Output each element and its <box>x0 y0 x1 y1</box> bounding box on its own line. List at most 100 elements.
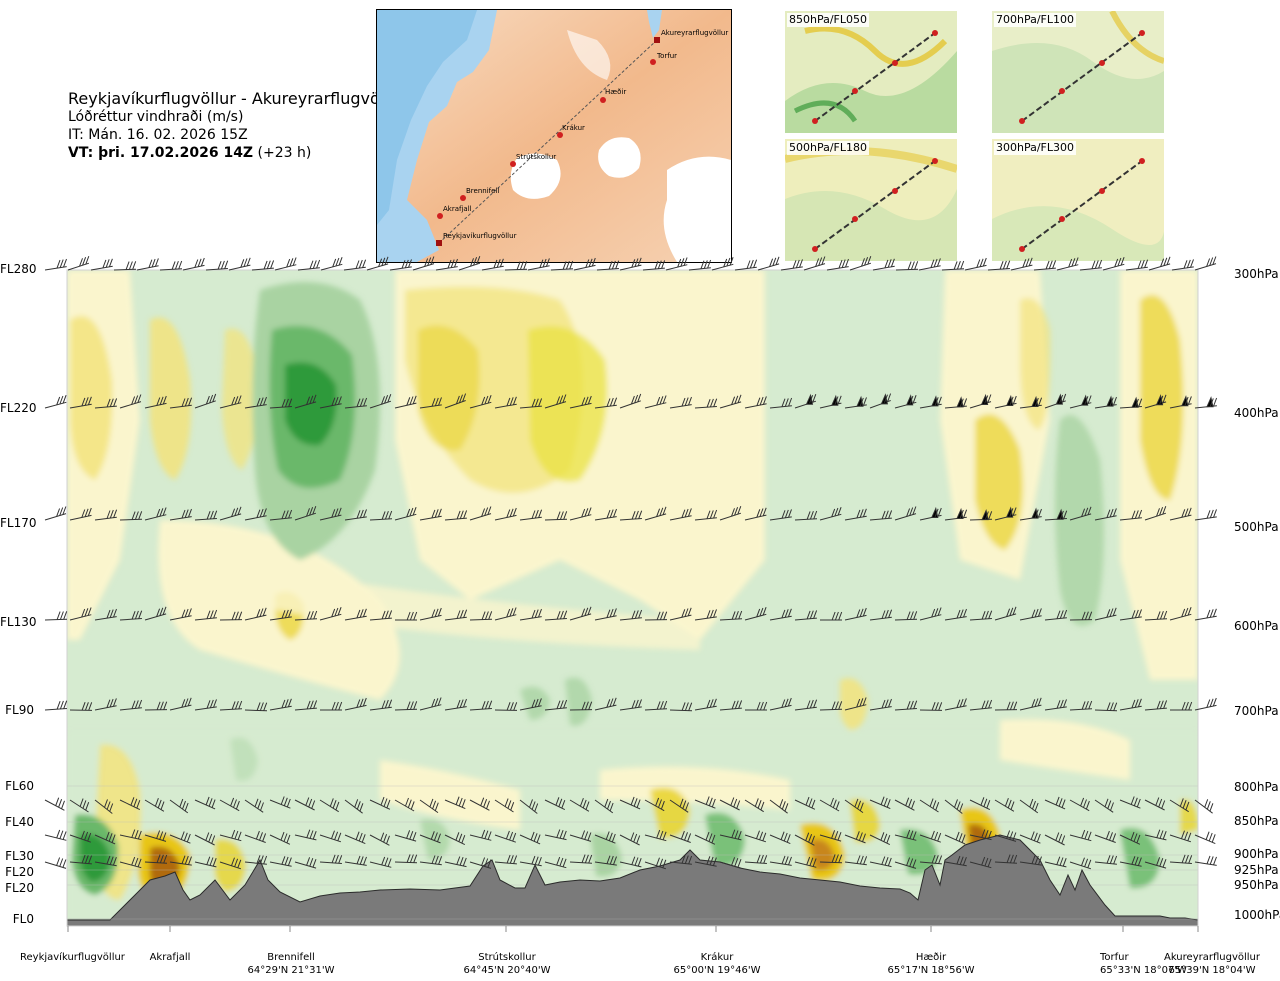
wind-barb-feather <box>434 397 439 407</box>
wind-barb-feather <box>563 610 568 619</box>
wind-barb-feather <box>1181 509 1186 518</box>
wind-barb-staff <box>369 400 392 409</box>
wind-barb-feather <box>654 260 659 270</box>
fl-label-20b: FL20 <box>5 881 34 895</box>
wind-barb-feather <box>1166 256 1171 265</box>
wind-barb-feather <box>805 832 810 841</box>
wind-barb-feather <box>256 702 261 711</box>
wind-barb-feather <box>109 803 114 812</box>
wind-barb-feather <box>1055 796 1060 806</box>
wind-barb-feather <box>688 702 693 711</box>
wind-barb-feather <box>1181 608 1186 618</box>
wind-barb-staff <box>419 515 442 521</box>
mini-map-300-graphic <box>992 139 1164 261</box>
wind-barb-staff <box>219 834 242 842</box>
wind-barb-feather <box>890 258 895 267</box>
wind-barb-staff <box>594 404 617 409</box>
wind-barb-feather <box>813 510 818 520</box>
wind-barb-feather <box>259 508 264 518</box>
wind-barb-feather <box>534 856 539 865</box>
wind-barb-feather <box>909 395 914 405</box>
wind-barb-staff <box>94 861 117 867</box>
wind-barb-feather <box>384 256 389 265</box>
wind-barb-feather <box>756 608 761 618</box>
wind-barb-feather <box>887 259 892 268</box>
wind-barb-feather <box>412 395 417 404</box>
wind-barb-staff <box>894 513 917 521</box>
wind-barb-feather <box>867 256 872 265</box>
wind-barb-feather <box>254 798 259 807</box>
wind-barb-staff <box>594 704 617 711</box>
wind-barb-feather <box>682 800 687 809</box>
wind-barb-staff <box>544 618 567 621</box>
wind-barb-feather <box>1134 856 1139 866</box>
place-coord: 65°33'N 18°07'W <box>1100 965 1187 976</box>
valid-time: VT: þri. 17.02.2026 14Z <box>68 145 254 161</box>
wind-barb-feather <box>809 610 814 619</box>
wind-barb-feather <box>906 701 911 710</box>
wind-barb-feather <box>703 260 708 269</box>
wind-barb-feather <box>462 857 467 867</box>
wind-barb-feather <box>684 508 689 518</box>
wind-barb-feather <box>1063 609 1068 619</box>
wind-barb-staff <box>90 265 113 271</box>
wind-barb-staff <box>1119 616 1142 621</box>
wind-barb-staff <box>826 266 849 271</box>
wind-barb-feather <box>334 396 339 406</box>
wind-barb-feather <box>407 799 412 808</box>
wind-barb-feather <box>1083 799 1087 808</box>
wind-barb-feather <box>862 697 867 706</box>
wind-barb-feather <box>131 856 136 866</box>
wind-barb-feather <box>484 858 489 867</box>
wind-barb-feather <box>88 702 93 711</box>
wind-barb-feather <box>481 611 486 620</box>
valid-time-row: VT: þri. 17.02.2026 14Z (+23 h) <box>68 144 405 162</box>
wind-barb-feather <box>784 609 789 618</box>
wind-barb-feather <box>331 397 336 406</box>
wind-barb-feather <box>612 697 617 706</box>
wind-barb-staff <box>544 834 567 841</box>
wind-barb-staff <box>1171 266 1194 271</box>
wind-barb-feather <box>983 798 988 807</box>
wind-barb-feather <box>237 859 242 868</box>
wind-barb-feather <box>154 258 159 267</box>
wind-barb-feather <box>159 607 164 616</box>
wind-barb-feather <box>1211 834 1216 843</box>
wind-barb-feather <box>536 834 541 843</box>
wind-barb-staff <box>444 517 467 521</box>
wind-barb-feather <box>1009 701 1014 710</box>
wind-barb-feather <box>156 830 161 839</box>
wind-barb-feather <box>931 702 936 711</box>
wind-barb-feather <box>563 511 568 520</box>
fl-label-170: FL170 <box>0 516 37 530</box>
wind-barb-feather <box>56 508 61 517</box>
wind-barb-feather <box>837 832 842 841</box>
wind-barb-feather <box>637 858 642 867</box>
wind-barb-feather <box>362 259 367 268</box>
wind-barb-feather <box>534 609 539 618</box>
wind-barb-feather <box>363 509 367 518</box>
wind-barb-feather <box>606 609 611 618</box>
wind-barb-staff <box>1194 615 1217 621</box>
wind-barb-feather <box>410 801 415 810</box>
wind-barb-feather <box>937 507 942 517</box>
wind-barb-feather <box>1136 834 1141 844</box>
wind-barb-feather <box>338 257 343 266</box>
wind-barb-feather <box>1140 259 1145 269</box>
wind-barb-feather <box>538 509 543 518</box>
wind-barb-feather <box>856 509 861 519</box>
wind-barb-feather <box>581 508 586 518</box>
wind-barb-feather <box>1159 858 1164 867</box>
wind-barb-feather <box>700 260 705 269</box>
wind-barb-feather <box>562 858 567 867</box>
wind-barb-feather <box>197 258 202 267</box>
wind-barb-feather <box>581 608 586 617</box>
wind-barb-feather <box>684 702 689 711</box>
wind-barb-feather <box>113 398 118 407</box>
wind-barb-feather <box>106 801 111 810</box>
wind-barb-feather <box>1106 509 1111 518</box>
wind-barb-feather <box>809 699 814 709</box>
wind-barb-staff <box>544 518 568 521</box>
wind-barb-feather <box>383 834 388 843</box>
wind-barb-feather <box>484 700 489 710</box>
